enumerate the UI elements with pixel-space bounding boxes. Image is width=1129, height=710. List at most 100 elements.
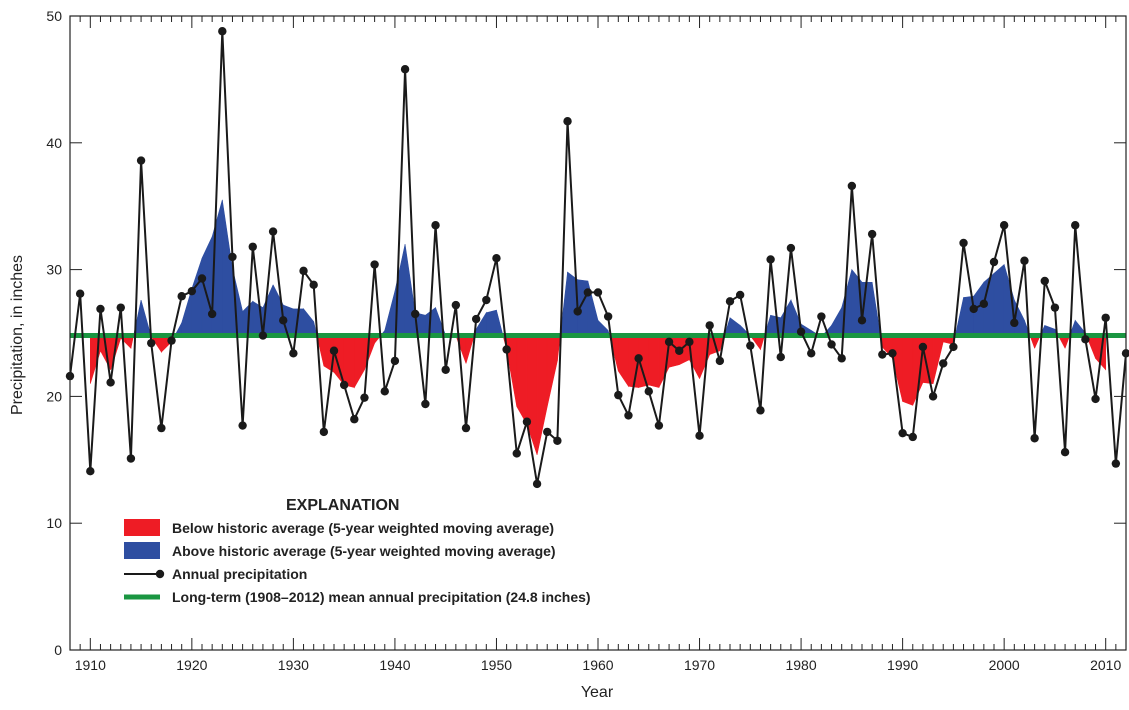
annual-precipitation-point — [75, 289, 85, 298]
legend-label: Annual precipitation — [172, 566, 307, 582]
annual-precipitation-point — [411, 309, 420, 319]
annual-precipitation-point — [939, 359, 948, 368]
x-tick-label: 1980 — [785, 657, 816, 673]
legend-above-swatch — [124, 542, 160, 559]
x-tick-label: 1940 — [379, 657, 410, 673]
annual-precipitation-point — [715, 356, 725, 366]
below-average-area — [902, 335, 914, 406]
below-average-area — [618, 335, 629, 388]
moving-average-fill-layer — [90, 199, 1106, 455]
annual-precipitation-point — [197, 274, 207, 283]
annual-precipitation-point — [614, 390, 623, 400]
annual-precipitation-point — [634, 354, 643, 363]
y-tick-label: 10 — [46, 515, 62, 531]
annual-precipitation-point — [857, 316, 867, 325]
annual-precipitation-point — [979, 299, 989, 309]
annual-precipitation-point — [847, 181, 857, 191]
annual-precipitation-point — [1050, 303, 1060, 312]
annual-precipitation-point — [705, 321, 714, 330]
annual-precipitation-point — [756, 406, 765, 415]
annual-precipitation-point — [766, 255, 775, 264]
y-tick-label: 50 — [46, 8, 62, 24]
annual-precipitation-point — [776, 352, 785, 362]
below-average-area — [343, 335, 355, 388]
annual-precipitation-point — [390, 356, 400, 366]
x-tick-label: 1950 — [481, 657, 512, 673]
annual-precipitation-point — [573, 307, 582, 316]
annual-precipitation-point — [441, 365, 450, 374]
annual-precipitation-point — [603, 312, 613, 321]
annual-precipitation-point — [1101, 313, 1110, 322]
annual-precipitation-point — [908, 432, 917, 442]
annual-precipitation-point — [207, 309, 217, 319]
annual-precipitation-point — [949, 342, 958, 352]
annual-precipitation-point — [350, 415, 359, 424]
annual-precipitation-point — [1020, 256, 1029, 265]
x-tick-label: 1920 — [176, 657, 207, 673]
annual-precipitation-point — [796, 327, 806, 336]
annual-precipitation-point — [360, 393, 369, 402]
annual-precipitation-point — [502, 345, 511, 354]
annual-precipitation-point — [1010, 318, 1019, 328]
x-tick-label: 1960 — [582, 657, 613, 673]
annual-precipitation-point — [1060, 447, 1070, 457]
above-average-area — [435, 307, 447, 336]
annual-precipitation-point — [888, 349, 897, 358]
annual-precipitation-point — [96, 304, 105, 314]
annual-precipitation-point — [339, 380, 349, 390]
annual-precipitation-point — [1030, 434, 1039, 443]
annual-precipitation-point — [695, 431, 704, 440]
annual-precipitation-point — [319, 427, 329, 437]
x-tick-label: 1910 — [75, 657, 106, 673]
y-tick-label: 40 — [46, 135, 62, 151]
annual-precipitation-point — [807, 349, 816, 358]
below-average-area — [354, 335, 365, 389]
annual-precipitation-point — [898, 428, 907, 438]
annual-precipitation-point — [654, 421, 664, 430]
annual-precipitation-point — [918, 342, 928, 352]
y-tick-label: 0 — [54, 642, 62, 658]
legend-label: Below historic average (5-year weighted … — [172, 520, 554, 536]
legend-title: EXPLANATION — [286, 497, 399, 514]
annual-precipitation-point — [482, 295, 491, 305]
annual-precipitation-point — [644, 387, 653, 396]
annual-precipitation-point — [218, 27, 227, 36]
above-average-area — [191, 258, 203, 336]
annual-precipitation-point — [786, 243, 796, 253]
below-average-area — [516, 335, 528, 426]
annual-precipitation-point — [380, 387, 389, 396]
annual-precipitation-point — [238, 421, 247, 430]
annual-precipitation-point — [289, 349, 298, 358]
annual-precipitation-point — [309, 280, 318, 290]
annual-series-layer — [65, 27, 1129, 489]
x-tick-label: 2010 — [1090, 657, 1121, 673]
annual-precipitation-point — [157, 423, 166, 433]
annual-precipitation-point — [735, 290, 745, 300]
annual-precipitation-point — [989, 257, 999, 267]
below-average-area — [648, 335, 660, 388]
annual-precipitation-point — [187, 286, 197, 296]
y-tick-label: 30 — [46, 262, 62, 278]
annual-precipitation-point — [522, 417, 532, 426]
annual-precipitation-point — [248, 242, 257, 251]
annual-precipitation-point — [999, 221, 1009, 230]
annual-precipitation-point — [258, 331, 268, 340]
annual-precipitation-point — [431, 221, 440, 230]
annual-precipitation-point — [583, 288, 593, 297]
annual-precipitation-point — [1071, 221, 1080, 230]
annual-precipitation-point — [928, 392, 938, 401]
above-average-area — [770, 314, 782, 336]
annual-precipitation-point — [1040, 276, 1049, 286]
annual-precipitation-point — [86, 467, 95, 476]
annual-precipitation-point — [147, 338, 156, 348]
annual-precipitation-point — [329, 346, 339, 355]
annual-precipitation-point — [725, 297, 735, 306]
annual-precipitation-point — [492, 253, 501, 263]
annual-precipitation-point — [746, 341, 755, 350]
annual-precipitation-point — [167, 336, 176, 345]
annual-precipitation-point — [543, 427, 552, 437]
annual-precipitation-point — [685, 337, 694, 347]
annual-precipitation-point — [553, 436, 562, 445]
annual-precipitation-point — [512, 449, 521, 458]
annual-precipitation-point — [126, 454, 136, 463]
